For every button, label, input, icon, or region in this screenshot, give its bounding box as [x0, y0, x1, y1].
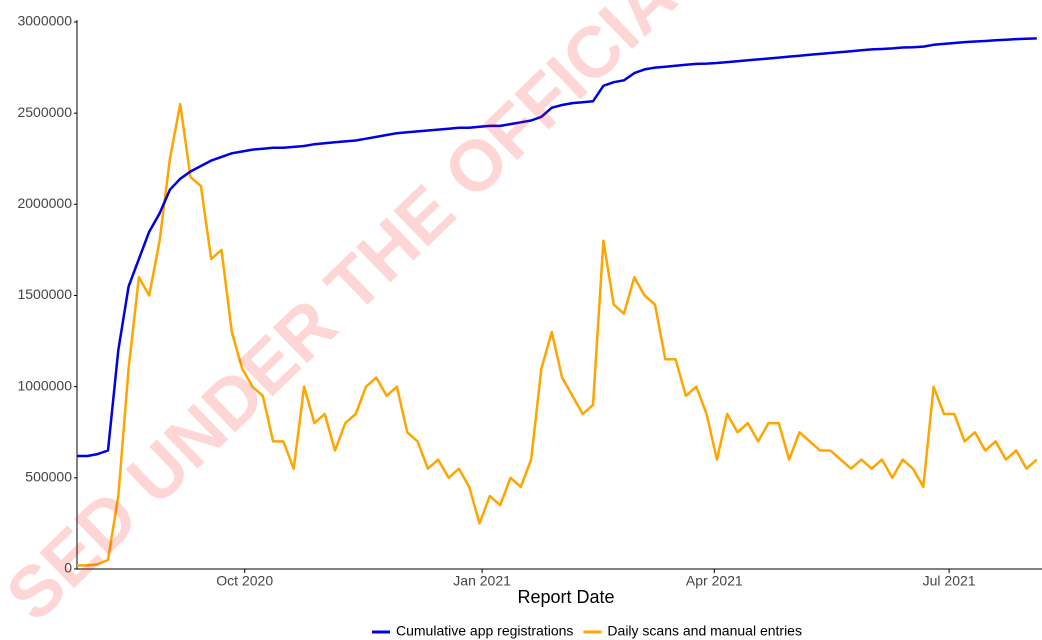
y-tick-label: 500000 [25, 469, 72, 485]
y-tick-label: 2000000 [17, 195, 72, 211]
watermark: SED UNDER THE OFFICIA [0, 0, 692, 636]
y-tick-label: 2500000 [17, 104, 72, 120]
x-tick-label: Jul 2021 [923, 573, 976, 589]
x-tick-label: Apr 2021 [686, 573, 743, 589]
x-axis-label: Report Date [517, 587, 614, 607]
legend-label: Cumulative app registrations [396, 623, 573, 639]
legend: Cumulative app registrations Daily scans … [372, 623, 802, 639]
series-line [77, 102, 1038, 567]
y-tick-label: 3000000 [17, 13, 72, 29]
x-tick-label: Oct 2020 [216, 573, 273, 589]
legend-label: Daily scans and manual entries [607, 623, 802, 639]
y-tick-label: 0 [64, 560, 72, 576]
y-tick-label: 1500000 [17, 286, 72, 302]
x-tick-label: Jan 2021 [453, 573, 511, 589]
series-line [77, 37, 1037, 458]
y-tick-label: 1000000 [17, 377, 72, 393]
